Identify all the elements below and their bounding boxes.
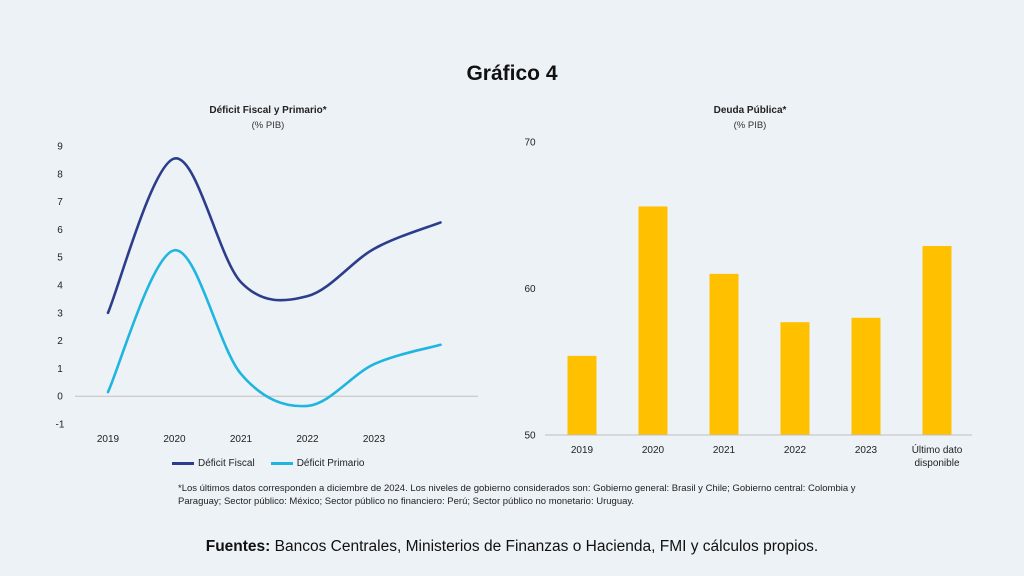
page-title: Gráfico 4 [466,62,558,85]
line-x-tick-label: 2020 [163,434,186,445]
line-y-tick-label: -1 [56,420,65,431]
line-y-tick-label: 2 [57,336,63,347]
legend-swatch-fiscal [172,462,194,465]
line-y-tick-label: 4 [57,281,63,292]
line-x-tick-label: 2021 [230,434,253,445]
line-y-tick-label: 0 [57,392,63,403]
sources-label: Fuentes: [205,538,271,555]
line-x-tick-label: 2019 [97,434,120,445]
bar-x-tick-label: 2020 [642,445,665,456]
legend-item-primario: Déficit Primario [270,458,365,469]
line-y-tick-label: 1 [57,364,63,375]
bar-0 [567,355,597,435]
bar-chart-subtitle: (% PIB) [733,120,767,131]
line-y-tick-label: 7 [57,197,63,208]
bar-4 [851,317,881,435]
bar-x-tick-label: 2019 [571,445,594,456]
bar-y-tick-label: 50 [524,431,536,442]
line-chart-legend: Déficit Fiscal Déficit Primario [172,458,364,469]
bar-3 [780,322,810,435]
bar-1 [638,206,668,435]
bar-chart-title: Deuda Pública* [713,105,787,116]
bar-x-tick-label: 2022 [784,445,807,456]
line-y-tick-label: 9 [57,142,63,153]
line-y-tick-label: 6 [57,225,63,236]
line-y-tick-label: 3 [57,308,63,319]
legend-label-primario: Déficit Primario [296,458,365,469]
bar-y-tick-label: 60 [524,284,536,295]
line-x-tick-label: 2022 [296,434,319,445]
line-series-deficit-fiscal [106,157,442,315]
sources-note: Fuentes: Bancos Centrales, Ministerios d… [0,538,1024,556]
legend-item-fiscal: Déficit Fiscal [172,458,255,469]
line-chart-title: Déficit Fiscal y Primario* [209,105,327,116]
line-x-tick-label: 2023 [363,434,386,445]
bar-x-tick-label: Último dato [912,443,963,456]
bar-x-tick-label: 2021 [713,445,736,456]
bar-5 [922,246,952,435]
legend-swatch-primario [270,462,293,465]
line-y-tick-label: 5 [57,253,63,264]
line-chart-subtitle: (% PIB) [251,120,285,131]
footnote: *Los últimos datos corresponden a diciem… [178,483,856,507]
legend-label-fiscal: Déficit Fiscal [198,458,255,469]
line-series-deficit-primario [106,248,442,408]
bar-y-tick-label: 70 [524,138,536,149]
line-y-tick-label: 8 [57,169,63,180]
bar-x-tick-label: disponible [914,458,959,469]
bar-2 [709,273,739,435]
bar-x-tick-label: 2023 [855,445,878,456]
sources-text: Bancos Centrales, Ministerios de Finanza… [270,538,819,555]
